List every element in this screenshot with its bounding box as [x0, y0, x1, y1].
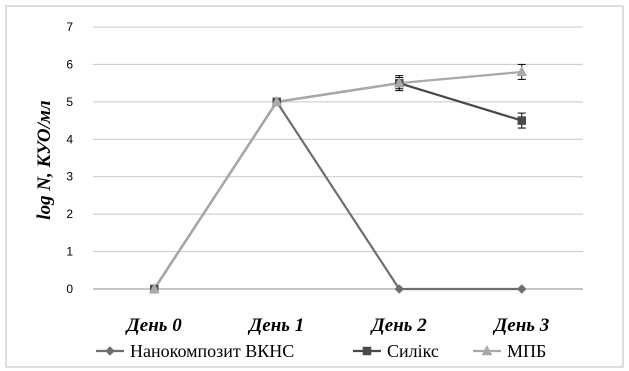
- x-tick-label: День 3: [492, 315, 549, 336]
- x-tick-label: День 2: [370, 315, 427, 336]
- data-point-square: [517, 116, 526, 125]
- data-point-diamond: [394, 284, 405, 294]
- x-tick-label: День 0: [125, 315, 182, 336]
- y-tick-label: 1: [66, 245, 73, 259]
- y-tick-label: 3: [66, 170, 73, 184]
- y-tick-label: 6: [66, 57, 73, 71]
- x-tick-label: День 1: [247, 315, 304, 336]
- data-point-triangle: [271, 95, 283, 107]
- y-tick-labels: 0 1 2 3 4 5 6 7: [66, 20, 73, 296]
- legend: Нанокомпозит ВКНС Силікс МПБ: [96, 341, 546, 361]
- y-axis-title: log N, КУО/мл: [34, 100, 55, 220]
- legend-label: Силікс: [387, 341, 439, 361]
- y-tick-label: 7: [66, 20, 73, 34]
- data-point-triangle: [481, 344, 493, 356]
- y-tick-label: 4: [66, 132, 73, 146]
- chart-frame: [5, 5, 624, 368]
- series-line: [153, 70, 522, 290]
- gridlines: [93, 26, 583, 290]
- data-point-square: [362, 346, 372, 356]
- x-tick-labels: День 0 День 1 День 2 День 3: [125, 315, 549, 336]
- y-tick-label: 5: [66, 95, 73, 109]
- series-markers: [148, 65, 528, 294]
- series-lines: [153, 70, 523, 291]
- legend-label: МПБ: [507, 341, 546, 361]
- data-point-diamond: [516, 284, 527, 294]
- y-tick-label: 2: [66, 207, 73, 221]
- data-point-diamond: [105, 346, 115, 356]
- data-point-triangle: [148, 282, 160, 294]
- y-tick-label: 0: [66, 282, 73, 296]
- data-point-triangle: [516, 65, 528, 77]
- data-point-triangle: [393, 77, 405, 88]
- legend-label: Нанокомпозит ВКНС: [130, 341, 294, 361]
